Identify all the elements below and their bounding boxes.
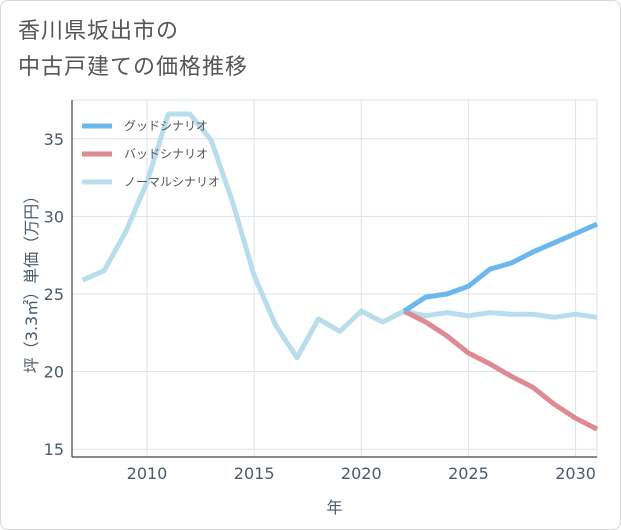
series-line-0 [402,221,598,314]
y-tick-label-25: 25 [44,285,64,304]
x-tick-label-2010: 2010 [127,464,168,483]
series-line-2 [81,111,598,361]
x-axis-title: 年 [326,498,342,517]
x-tick-label-2025: 2025 [448,464,489,483]
series-layer [81,111,599,432]
y-tick-label-35: 35 [44,130,64,149]
legend-label-2[interactable]: ノーマルシナリオ [124,175,220,189]
grid-lines [72,100,597,457]
chart-title-line1: 香川県坂出市の [18,19,180,44]
y-tick-label-30: 30 [44,207,64,226]
x-tick-label-2015: 2015 [234,464,275,483]
legend-label-1[interactable]: バッドシナリオ [124,147,208,161]
chart-title: 香川県坂出市の 中古戸建ての価格推移 [18,14,248,86]
y-tick-label-20: 20 [44,363,64,382]
legend-label-0[interactable]: グッドシナリオ [124,119,208,133]
y-axis-title: 坪（3.3㎡）単価（万円） [22,188,41,373]
x-tick-label-2020: 2020 [341,464,382,483]
y-tick-label-15: 15 [44,440,64,459]
series-line-1 [402,308,599,432]
x-tick-label-2030: 2030 [555,464,596,483]
chart-title-line2: 中古戸建ての価格推移 [18,55,249,80]
plot-frame [71,99,598,458]
